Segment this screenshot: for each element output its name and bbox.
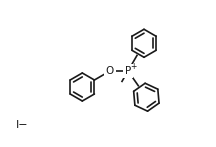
Text: +: + bbox=[130, 62, 137, 71]
Text: I−: I− bbox=[16, 120, 29, 130]
Text: O: O bbox=[106, 66, 114, 76]
Text: P: P bbox=[125, 66, 131, 76]
